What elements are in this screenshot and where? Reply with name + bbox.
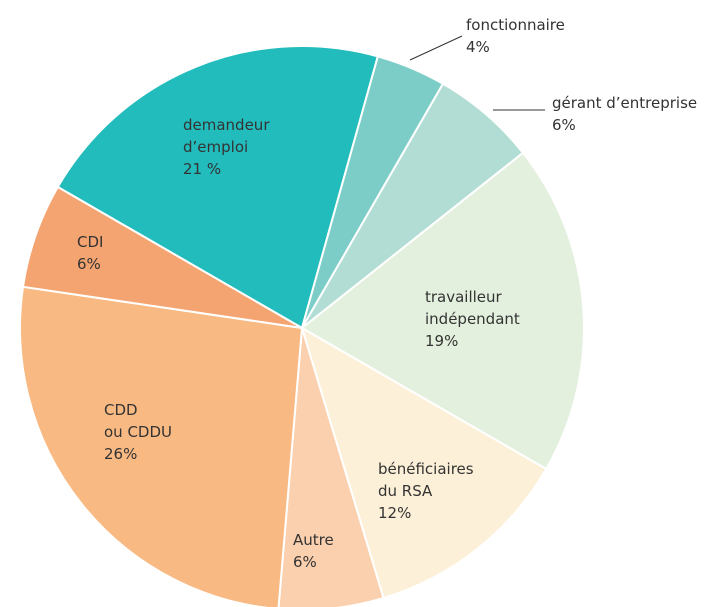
value-label: 21 % [183, 160, 221, 178]
slice-label: bénéficiaires du RSA [378, 460, 474, 500]
leader-line [409, 35, 463, 61]
slice [19, 285, 304, 607]
slice [56, 45, 380, 330]
slice-label: demandeur d’emploi [183, 116, 270, 156]
value-label: 12% [378, 504, 411, 522]
slice-label: fonctionnaire [466, 16, 565, 34]
value-label: 4% [466, 38, 490, 56]
slice [277, 327, 385, 607]
slices [19, 45, 585, 607]
slice-label: CDI [77, 233, 103, 251]
slice [21, 185, 303, 329]
value-label: 19% [425, 332, 458, 350]
slice-label: CDD ou CDDU [104, 401, 172, 441]
value-label: 6% [293, 553, 317, 571]
slice [300, 151, 585, 471]
value-label: 6% [77, 255, 101, 273]
slice-label: gérant d’entreprise [552, 94, 697, 112]
slice [300, 325, 548, 600]
value-label: 6% [552, 116, 576, 134]
value-label: 26% [104, 445, 137, 463]
slice-label: travailleur indépendant [425, 288, 520, 328]
slice-label: Autre [293, 531, 334, 549]
